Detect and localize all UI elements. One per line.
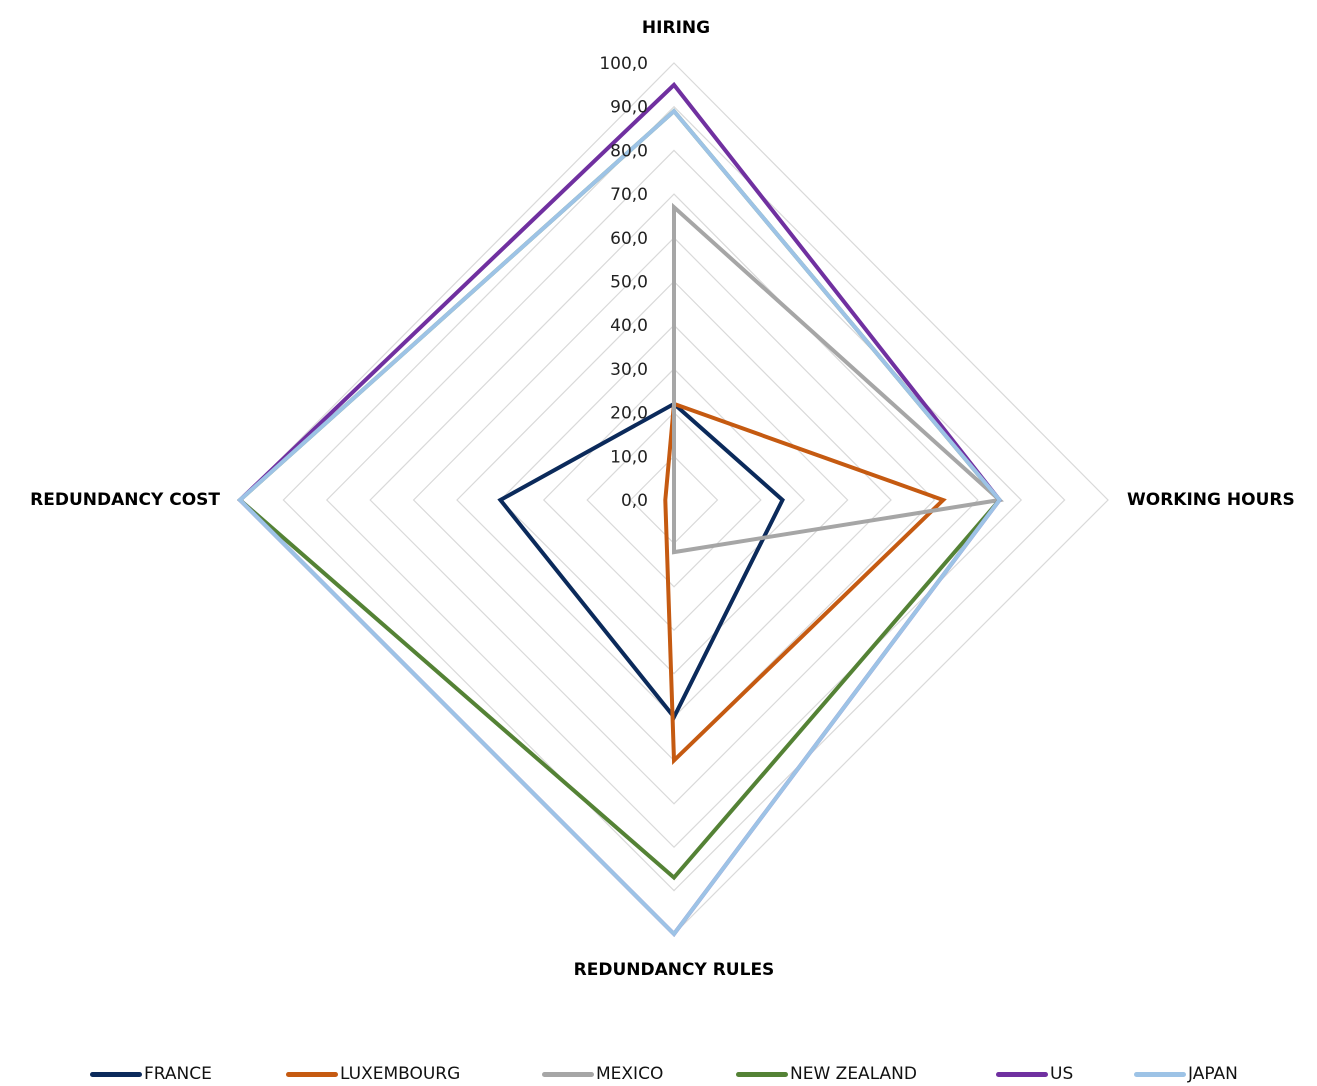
tick-label: 90,0 — [610, 98, 648, 118]
legend-item-france: FRANCE — [90, 1062, 212, 1086]
grid-ring — [586, 411, 762, 588]
tick-label: 80,0 — [610, 141, 648, 161]
tick-label: 0,0 — [621, 491, 648, 511]
axis-label-redundancy-cost: REDUNDANCY COST — [30, 490, 220, 510]
legend-swatch-japan — [1134, 1071, 1186, 1077]
legend-swatch-us — [996, 1071, 1048, 1077]
grid-ring — [542, 368, 806, 632]
tick-label: 10,0 — [610, 447, 648, 467]
legend-swatch-new-zealand — [736, 1071, 788, 1077]
legend-swatch-france — [90, 1071, 142, 1077]
legend-label-luxembourg: LUXEMBOURG — [340, 1064, 461, 1084]
grid-ring — [499, 324, 849, 675]
legend-swatch-luxembourg — [286, 1071, 338, 1077]
tick-label: 50,0 — [610, 273, 648, 293]
axis-label-working-hours: WORKING HOURS — [1127, 490, 1295, 510]
grid-ring — [282, 105, 1066, 892]
axis-label-hiring: HIRING — [642, 18, 710, 38]
legend-item-luxembourg: LUXEMBOURG — [286, 1062, 460, 1086]
radar-chart: 0,0 10,0 20,0 30,0 40,0 50,0 60,0 70,0 80,0 90,0 1… — [30, 18, 1295, 980]
tick-label: 70,0 — [610, 185, 648, 205]
grid-ring — [369, 193, 979, 805]
series-layer — [236, 81, 1004, 938]
legend-item-new-zealand: NEW ZEALAND — [736, 1062, 917, 1086]
legend-label-mexico: MEXICO — [596, 1064, 664, 1084]
tick-labels: 0,0 10,0 20,0 30,0 40,0 50,0 60,0 70,0 80,0 90,0 1… — [599, 54, 648, 511]
tick-label: 30,0 — [610, 360, 648, 380]
tick-label: 40,0 — [610, 316, 648, 336]
series-line-japan — [237, 108, 1003, 938]
series-line-mexico — [672, 202, 1004, 555]
series-line-us — [237, 81, 1003, 938]
legend-label-new-zealand: NEW ZEALAND — [790, 1064, 917, 1084]
legend-swatch-mexico — [542, 1071, 594, 1077]
legend-label-us: US — [1050, 1064, 1074, 1084]
legend-label-japan: JAPAN — [1188, 1064, 1238, 1084]
axis-label-redundancy-rules: REDUNDANCY RULES — [574, 960, 775, 980]
legend-item-us: US — [996, 1062, 1073, 1086]
tick-label: 60,0 — [610, 229, 648, 249]
tick-label: 20,0 — [610, 404, 648, 424]
legend: FRANCE LUXEMBOURG MEXICO NEW ZEALAND US … — [0, 1062, 1317, 1086]
legend-item-japan: JAPAN — [1134, 1062, 1238, 1086]
legend-label-france: FRANCE — [144, 1064, 212, 1084]
series-line-luxembourg — [663, 401, 947, 765]
legend-item-mexico: MEXICO — [542, 1062, 663, 1086]
tick-label: 100,0 — [599, 54, 648, 74]
grid-ring — [325, 149, 1023, 849]
